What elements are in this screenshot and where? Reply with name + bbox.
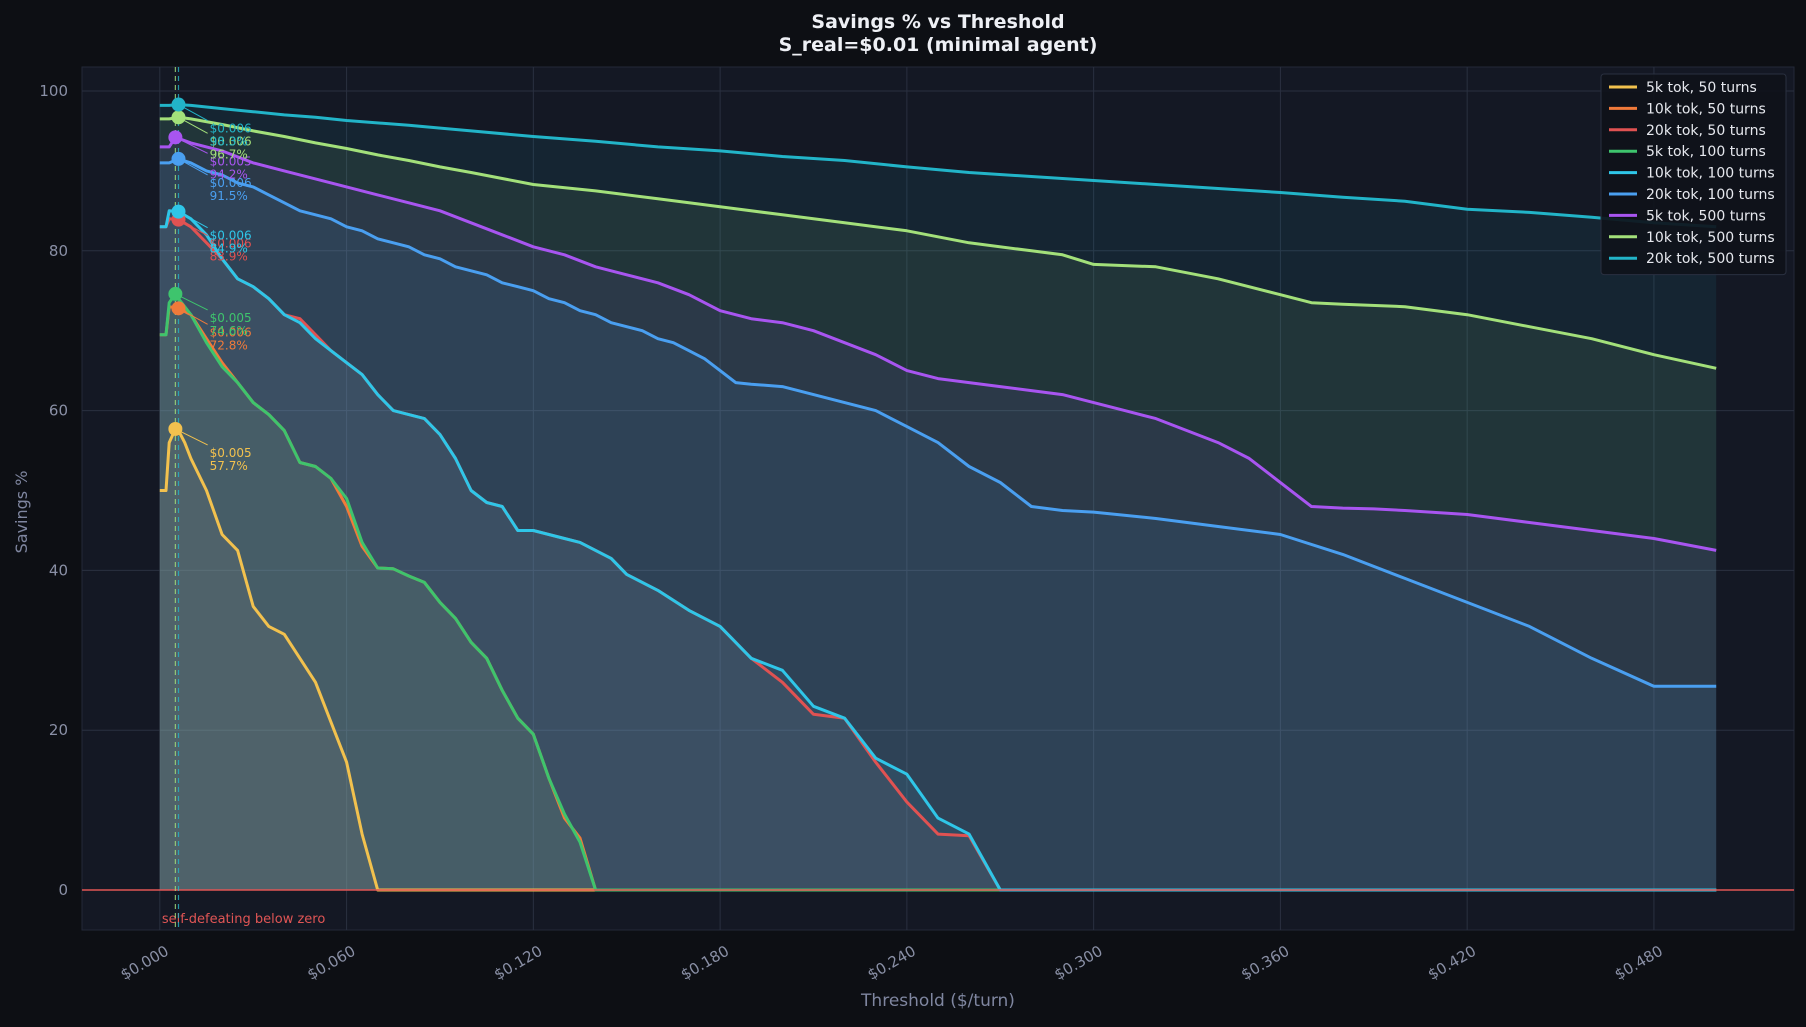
legend-label: 20k tok, 100 turns bbox=[1646, 187, 1775, 203]
legend-item: 5k tok, 500 turns bbox=[1609, 208, 1766, 224]
y-tick-label: 40 bbox=[49, 561, 68, 579]
series-line bbox=[159, 103, 1717, 229]
legend-item: 20k tok, 100 turns bbox=[1609, 187, 1775, 203]
legend-label: 5k tok, 500 turns bbox=[1646, 208, 1766, 224]
legend-label: 10k tok, 100 turns bbox=[1646, 166, 1775, 182]
grid bbox=[82, 67, 1794, 930]
annotation-savings: 91.5% bbox=[210, 189, 248, 203]
y-tick-label: 80 bbox=[49, 242, 68, 260]
optimum-point bbox=[171, 97, 186, 112]
legend-label: 5k tok, 50 turns bbox=[1646, 80, 1757, 96]
optimum-point bbox=[171, 204, 186, 219]
annotation-savings: 57.7% bbox=[210, 459, 248, 473]
annotation-threshold: $0.006 bbox=[210, 176, 252, 190]
x-axis-label: Threshold ($/turn) bbox=[860, 991, 1015, 1011]
annotation-savings: 94.2% bbox=[210, 167, 248, 181]
legend-item: 20k tok, 50 turns bbox=[1609, 123, 1766, 139]
series-area bbox=[159, 429, 1717, 890]
optimum-point bbox=[168, 130, 183, 145]
series-area bbox=[159, 293, 1717, 890]
series-fills bbox=[159, 104, 1717, 891]
y-axis-label: Savings % bbox=[12, 471, 31, 554]
y-tick-label: 100 bbox=[39, 82, 68, 100]
zero-line-label: self-defeating below zero bbox=[162, 912, 326, 927]
series-area bbox=[159, 117, 1717, 891]
legend-label: 5k tok, 100 turns bbox=[1646, 144, 1766, 160]
annotation-threshold: $0.006 bbox=[210, 122, 252, 136]
legend-item: 10k tok, 500 turns bbox=[1609, 230, 1775, 246]
annotations: $0.00557.7%$0.00672.8%$0.00683.9%$0.0057… bbox=[168, 97, 252, 473]
annotation-threshold: $0.005 bbox=[210, 446, 252, 460]
legend-item: 5k tok, 50 turns bbox=[1609, 80, 1757, 96]
annotation-threshold: $0.005 bbox=[210, 154, 252, 168]
y-tick-label: 60 bbox=[49, 402, 68, 420]
legend-item: 20k tok, 500 turns bbox=[1609, 251, 1775, 267]
series-line bbox=[159, 292, 1717, 892]
series-area bbox=[159, 210, 1717, 891]
annotation-savings: 98.3% bbox=[210, 135, 248, 149]
annotation-savings: 83.9% bbox=[210, 250, 248, 264]
optimum-point bbox=[168, 421, 183, 436]
series-line bbox=[159, 115, 1717, 370]
legend-label: 20k tok, 50 turns bbox=[1646, 123, 1766, 139]
legend-item: 10k tok, 100 turns bbox=[1609, 166, 1775, 182]
legend-item: 10k tok, 50 turns bbox=[1609, 101, 1766, 117]
annotation-savings: 84.9% bbox=[210, 242, 248, 256]
optimum-point bbox=[168, 286, 183, 301]
annotation-savings: 74.6% bbox=[210, 324, 248, 338]
series-area bbox=[159, 306, 1717, 890]
legend-item: 5k tok, 100 turns bbox=[1609, 144, 1766, 160]
chart-title: Savings % vs Threshold bbox=[811, 11, 1064, 33]
legend-label: 20k tok, 500 turns bbox=[1646, 251, 1775, 267]
annotation-savings: 72.8% bbox=[210, 338, 248, 352]
annotation-threshold: $0.006 bbox=[210, 237, 252, 251]
legend-label: 10k tok, 50 turns bbox=[1646, 101, 1766, 117]
y-tick-label: 0 bbox=[58, 881, 68, 899]
annotation-savings: 96.7% bbox=[210, 147, 248, 161]
annotation-threshold: $0.006 bbox=[210, 134, 252, 148]
legend-label: 10k tok, 500 turns bbox=[1646, 230, 1775, 246]
series-area bbox=[159, 104, 1717, 891]
annotation-threshold: $0.006 bbox=[210, 325, 252, 339]
legend: 5k tok, 50 turns 10k tok, 50 turns 20k tok… bbox=[1600, 73, 1787, 276]
legend-box bbox=[1600, 73, 1787, 276]
optimum-point bbox=[171, 301, 186, 316]
optimum-point bbox=[171, 110, 186, 125]
series-area bbox=[159, 137, 1717, 891]
series-area bbox=[159, 218, 1717, 891]
annotation-threshold: $0.006 bbox=[210, 229, 252, 243]
chart-subtitle: S_real=$0.01 (minimal agent) bbox=[779, 34, 1098, 56]
series-line bbox=[159, 157, 1717, 688]
series-area bbox=[159, 158, 1717, 890]
optimum-point bbox=[171, 151, 186, 166]
series-line bbox=[159, 135, 1717, 552]
y-tick-label: 20 bbox=[49, 721, 68, 739]
annotation-threshold: $0.005 bbox=[210, 311, 252, 325]
series-line bbox=[159, 209, 1717, 892]
